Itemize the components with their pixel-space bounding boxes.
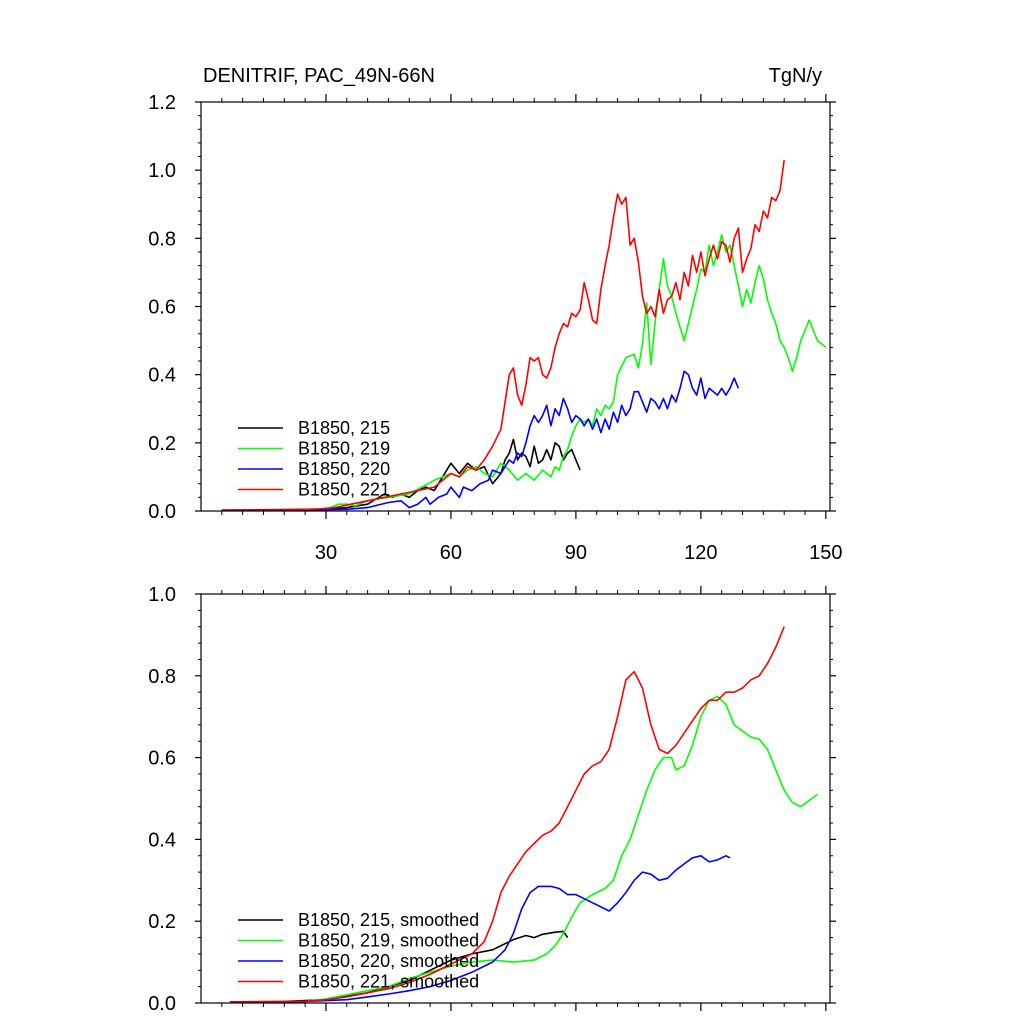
panel-1-x-tick-label: 150: [809, 542, 842, 564]
panel-2-series-line-3: [230, 855, 731, 1003]
panel-2-y-tick-label: 0.0: [148, 993, 176, 1015]
panel-2-y-tick-label: 0.2: [148, 911, 176, 933]
panel-1-series-line-2: [221, 234, 827, 512]
panel-1-legend-label: B1850, 215: [298, 418, 390, 438]
chart-title: DENITRIF, PAC_49N-66N: [203, 65, 435, 87]
panel-1-x-tick-label: 60: [440, 542, 462, 564]
panel-2-y-tick-label: 0.4: [148, 829, 176, 851]
panel-2-legend-label: B1850, 220, smoothed: [298, 951, 479, 971]
panel-1-y-tick-label: 0.2: [148, 433, 176, 455]
chart-units-label: TgN/y: [769, 65, 822, 87]
panel-1-y-tick-label: 0.8: [148, 228, 176, 250]
panel-1-legend-label: B1850, 221: [298, 480, 390, 500]
panel-2-y-tick-label: 1.0: [148, 584, 176, 606]
panel-2-plot-frame: [200, 593, 831, 1004]
panel-1-series-line-1: [221, 438, 581, 511]
panel-1-series-line-3: [221, 370, 740, 512]
panel-2-legend-label: B1850, 215, smoothed: [298, 910, 479, 930]
panel-1-y-tick-label: 1.2: [148, 92, 176, 114]
panel-2-legend-label: B1850, 221, smoothed: [298, 972, 479, 992]
panel-2-y-tick-label: 0.8: [148, 666, 176, 688]
panel-1-y-tick-label: 1.0: [148, 160, 176, 182]
panel-1-series-line-4: [221, 159, 785, 512]
panel-1-x-tick-label: 90: [565, 542, 587, 564]
panel-1-x-tick-label: 30: [315, 542, 337, 564]
panel-2-series-line-4: [230, 626, 785, 1003]
panel-1-y-tick-label: 0.6: [148, 297, 176, 319]
panel-1-legend-label: B1850, 219: [298, 439, 390, 459]
panel-1-legend-label: B1850, 220: [298, 459, 390, 479]
panel-1-y-tick-label: 0.4: [148, 365, 176, 387]
panel-2-y-tick-label: 0.6: [148, 748, 176, 770]
panel-2-legend-label: B1850, 219, smoothed: [298, 931, 479, 951]
panel-1-x-tick-label: 120: [684, 542, 717, 564]
panel-1-y-tick-label: 0.0: [148, 501, 176, 523]
